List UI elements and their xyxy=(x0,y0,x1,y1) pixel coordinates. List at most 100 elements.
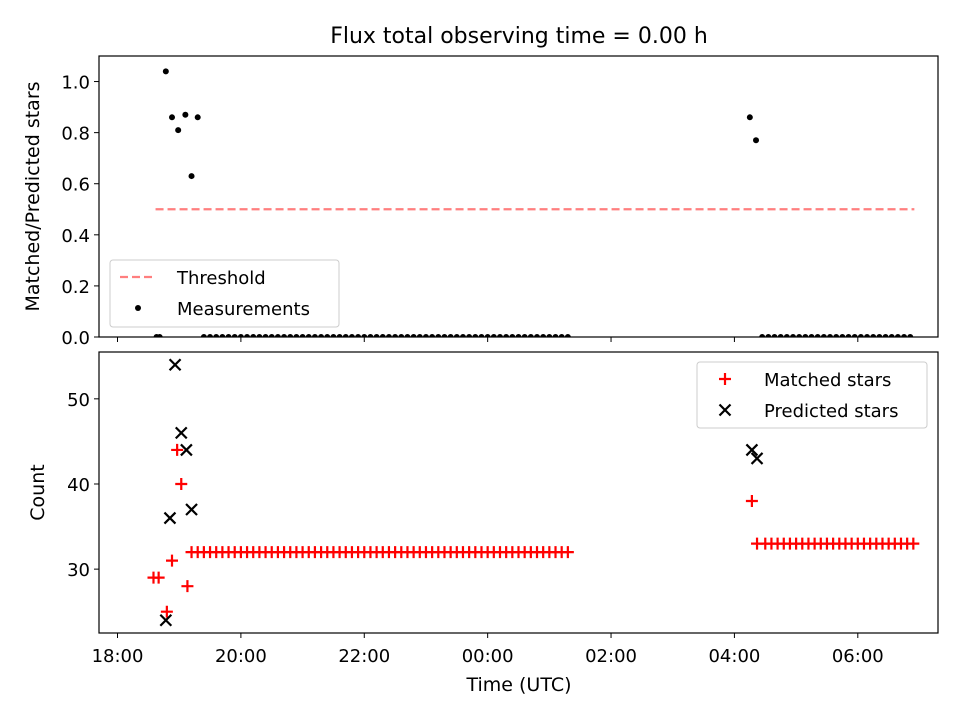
measurement-point xyxy=(311,334,318,337)
measurement-point xyxy=(472,334,479,337)
measurement-point xyxy=(392,334,399,337)
measurement-point xyxy=(746,114,753,121)
measurement-point xyxy=(490,334,497,337)
measurement-point xyxy=(820,334,827,337)
measurement-point xyxy=(870,334,877,337)
plot-area xyxy=(147,358,920,627)
measurement-point xyxy=(509,334,516,337)
measurement-point xyxy=(429,334,436,337)
measurement-point xyxy=(453,334,460,337)
measurement-point xyxy=(558,334,565,337)
measurement-point xyxy=(552,334,559,337)
measurement-point xyxy=(219,334,226,337)
measurement-point xyxy=(156,334,163,337)
measurement-point xyxy=(851,334,858,337)
measurement-point xyxy=(478,334,485,337)
y-tick-label: 30 xyxy=(67,560,90,581)
x-tick-label: 02:00 xyxy=(585,646,637,667)
bottom-panel: 30 40 50 18:00 20:00 22:00 00:00 02:00 04:00 06:0… xyxy=(27,351,939,667)
axes-frame xyxy=(98,351,939,634)
measurement-point xyxy=(839,334,846,337)
measurement-point xyxy=(342,334,349,337)
measurement-point xyxy=(293,334,300,337)
chart-title: Flux total observing time = 0.00 h xyxy=(330,24,708,49)
predicted-star-marker xyxy=(745,443,759,457)
measurement-point xyxy=(361,334,368,337)
measurement-point xyxy=(907,334,914,337)
matched-star-marker xyxy=(152,571,165,584)
measurement-point xyxy=(845,334,852,337)
measurement-point xyxy=(564,334,571,337)
axes-frame xyxy=(98,55,939,338)
matched-star-marker xyxy=(745,495,758,508)
measurement-point xyxy=(888,334,895,337)
measurement-point xyxy=(385,334,392,337)
measurement-point xyxy=(182,111,189,118)
measurement-point xyxy=(864,334,871,337)
measurement-point xyxy=(814,334,821,337)
measurement-point xyxy=(466,334,473,337)
measurement-point xyxy=(188,173,195,180)
measurement-point xyxy=(435,334,442,337)
predicted-star-marker xyxy=(174,426,188,440)
y-axis-label: Matched/Predicted stars xyxy=(22,81,44,311)
legend-predicted-swatch xyxy=(718,403,732,417)
legend-label: Predicted stars xyxy=(764,401,898,422)
measurement-point xyxy=(231,334,238,337)
matched-star-marker xyxy=(160,605,173,618)
measurement-point xyxy=(244,334,251,337)
measurement-point xyxy=(330,334,337,337)
predicted-star-marker xyxy=(185,503,198,516)
measurement-point xyxy=(355,334,362,337)
measurement-point xyxy=(268,334,275,337)
measurement-point xyxy=(281,334,288,337)
measurement-point xyxy=(213,334,220,337)
legend-matched-swatch xyxy=(719,373,731,385)
measurement-point xyxy=(759,334,766,337)
measurement-point xyxy=(348,334,355,337)
measurement-point xyxy=(274,334,281,337)
measurement-point xyxy=(783,334,790,337)
measurement-point xyxy=(802,334,809,337)
measurement-point xyxy=(367,334,374,337)
measurement-point xyxy=(546,334,553,337)
measurement-point xyxy=(256,334,263,337)
measurement-point xyxy=(441,334,448,337)
measurement-point xyxy=(250,334,257,337)
measurement-point xyxy=(459,334,466,337)
measurement-point xyxy=(790,334,797,337)
y-tick-label: 50 xyxy=(67,390,90,411)
measurement-point xyxy=(416,334,423,337)
measurement-point xyxy=(540,334,547,337)
measurement-point xyxy=(207,334,214,337)
measurement-point xyxy=(318,334,325,337)
measurement-point xyxy=(882,334,889,337)
legend-measurement-swatch xyxy=(135,305,141,311)
measurement-point xyxy=(175,127,182,134)
measurement-point xyxy=(404,334,411,337)
measurement-point xyxy=(496,334,503,337)
y-tick-label: 0.2 xyxy=(61,277,90,298)
measurement-point xyxy=(521,334,528,337)
measurement-point xyxy=(901,334,908,337)
measurement-point xyxy=(262,334,269,337)
matched-star-marker xyxy=(171,443,184,456)
measurement-point xyxy=(827,334,834,337)
measurement-point xyxy=(515,334,522,337)
measurement-point xyxy=(200,334,207,337)
legend: Matched stars Predicted stars xyxy=(696,361,928,429)
legend: Threshold Measurements xyxy=(109,259,340,328)
measurement-point xyxy=(287,334,294,337)
measurement-point xyxy=(324,334,331,337)
top-panel: 0.0 0.2 0.4 0.6 0.8 1.0 Matched/Predicted star… xyxy=(22,55,939,349)
measurement-point xyxy=(765,334,772,337)
predicted-star-marker xyxy=(750,452,764,465)
predicted-star-marker xyxy=(180,443,193,457)
legend-frame xyxy=(109,259,340,328)
measurement-point xyxy=(808,334,815,337)
measurement-point xyxy=(771,334,778,337)
measurement-point xyxy=(194,114,201,121)
measurement-point xyxy=(876,334,883,337)
x-axis-label: Time (UTC) xyxy=(465,674,571,696)
measurement-point xyxy=(305,334,312,337)
